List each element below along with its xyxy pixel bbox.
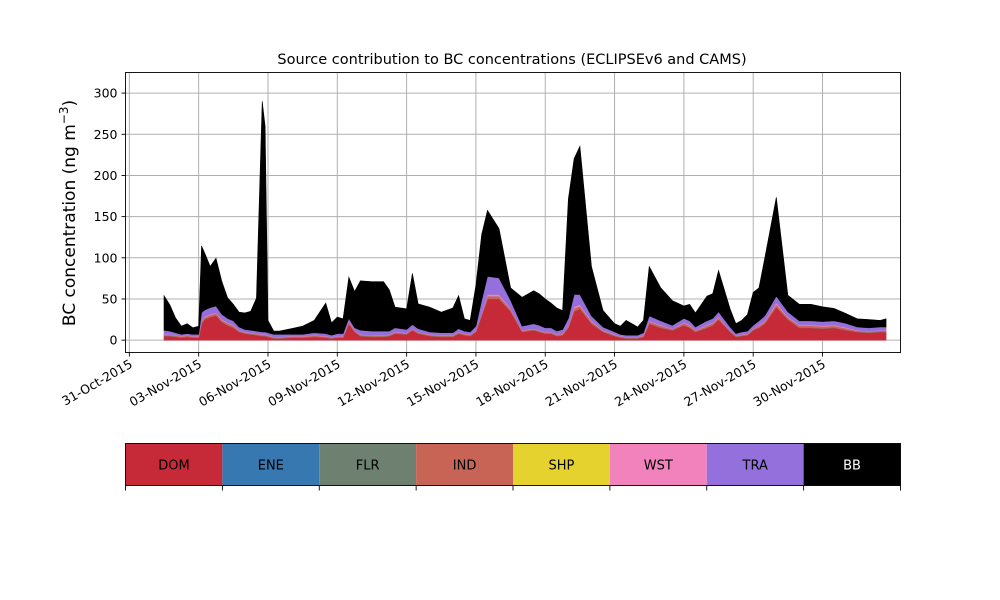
legend-swatch-ind — [416, 443, 513, 486]
stacked-areas — [163, 101, 887, 341]
y-tick-label: 0 — [110, 333, 118, 348]
x-tick-label: 03-Nov-2015 — [127, 356, 204, 409]
legend-label-shp: SHP — [549, 459, 575, 474]
x-tick-label: 18-Nov-2015 — [473, 356, 550, 409]
legend-label-bb: BB — [843, 459, 861, 474]
y-tick-label: 300 — [94, 86, 118, 101]
plot-frame — [125, 72, 901, 353]
legend-swatch-wst — [609, 443, 707, 486]
x-tick-label: 27-Nov-2015 — [681, 356, 758, 409]
legend-swatch-flr — [319, 443, 417, 486]
legend-label-wst: WST — [644, 459, 673, 474]
legend-swatch-ene — [222, 443, 320, 486]
y-tick-label: 100 — [94, 250, 118, 265]
chart-title: Source contribution to BC concentrations… — [277, 52, 746, 68]
legend-swatch-shp — [513, 443, 610, 486]
x-tick-label: 15-Nov-2015 — [404, 356, 481, 409]
y-tick-label: 150 — [94, 209, 118, 224]
legend-swatch-tra — [706, 443, 804, 486]
y-axis-label-sup: −3 — [57, 106, 71, 124]
legend-label-ind: IND — [453, 459, 477, 474]
y-axis-label: BC concentration (ng m−3) — [57, 100, 80, 326]
legend-label-flr: FLR — [356, 459, 380, 474]
x-tick-label: 24-Nov-2015 — [612, 356, 689, 409]
x-tick-label: 06-Nov-2015 — [196, 356, 273, 409]
x-tick-label: 21-Nov-2015 — [543, 356, 620, 409]
x-tick-label: 09-Nov-2015 — [265, 356, 342, 409]
y-axis-label-main: BC concentration (ng m — [60, 124, 80, 326]
x-tick-label: 12-Nov-2015 — [335, 356, 412, 409]
legend-label-ene: ENE — [258, 459, 284, 474]
x-tick-label: 31-Oct-2015 — [59, 356, 135, 408]
y-axis-label-close: ) — [60, 100, 80, 107]
legend-label-tra: TRA — [742, 459, 768, 474]
legend-swatch-dom — [125, 443, 223, 486]
x-tick-label: 30-Nov-2015 — [751, 356, 828, 409]
y-tick-label: 250 — [94, 127, 118, 142]
area-series-bb — [163, 101, 887, 336]
y-tick-label: 50 — [102, 291, 118, 306]
legend-swatch-bb — [803, 443, 901, 486]
y-tick-label: 200 — [94, 168, 118, 183]
colorbar-legend: DOM ENE FLR IND SHP WST TRA BB — [125, 443, 901, 491]
legend-label-dom: DOM — [158, 459, 189, 474]
